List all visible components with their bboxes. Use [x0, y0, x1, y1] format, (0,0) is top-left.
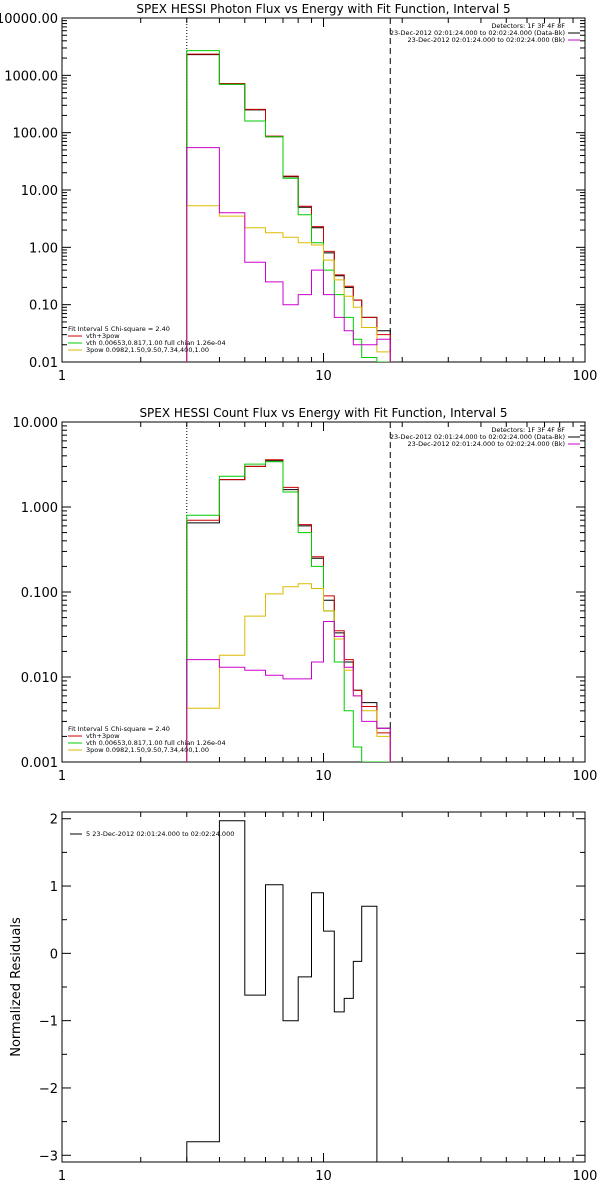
legend-text: 23-Dec-2012 02:01:24.000 to 02:02:24.000…: [408, 440, 566, 448]
y-tick-label: 0.10: [29, 299, 58, 314]
chart-title-1: SPEX HESSI Photon Flux vs Energy with Fi…: [136, 2, 510, 16]
series-1-2: [186, 53, 391, 362]
series-1-5: [186, 147, 391, 362]
series-line: [186, 460, 391, 762]
series-2-3: [186, 461, 391, 762]
series-2-5: [186, 621, 391, 762]
legend-text: 23-Dec-2012 02:01:24.000 to 02:02:24.000…: [390, 433, 565, 441]
x-tick-label: 10: [315, 769, 332, 784]
chart-title-2: SPEX HESSI Count Flux vs Energy with Fit…: [139, 406, 507, 420]
y-axis-label: Normalized Residuals: [9, 917, 24, 1057]
y-tick-label: 1000.00: [4, 69, 58, 84]
y-tick-label: 1.000: [21, 501, 58, 516]
series-line: [186, 621, 391, 762]
series-line: [186, 54, 391, 362]
series-line: [186, 461, 391, 762]
x-tick-label: 100: [573, 369, 598, 384]
legend-text: Fit Interval 5 Chi-square = 2.40: [68, 725, 170, 733]
legend-text: 23-Dec-2012 02:01:24.000 to 02:02:24.000…: [390, 29, 565, 37]
legend-text: 3pow 0.0982,1.50,9.50,7.34,400,1.00: [86, 746, 209, 754]
legend-text: Detectors: 1F 3F 4F 8F: [491, 22, 565, 30]
y-tick-label: −1: [39, 1015, 58, 1030]
x-tick-label: 100: [573, 769, 598, 784]
legend-text: vth 0.00653,0.817,1.00 full chian 1.26e-…: [86, 739, 226, 747]
x-tick-label: 1: [58, 369, 66, 384]
series-2-4: [186, 583, 391, 762]
series-3-1: [186, 820, 391, 1162]
legend-text: 5 23-Dec-2012 02:01:24.000 to 02:02:24.0…: [86, 830, 234, 838]
y-tick-label: 0: [50, 947, 58, 962]
legend-text: 23-Dec-2012 02:01:24.000 to 02:02:24.000…: [408, 36, 566, 44]
series-2-2: [186, 459, 391, 762]
plot-frame-3: [61, 811, 586, 1163]
series-2-1: [186, 460, 391, 762]
y-tick-label: −2: [39, 1082, 58, 1097]
y-tick-label: 0.010: [21, 671, 58, 686]
series-line: [186, 820, 391, 1162]
y-tick-label: 0.001: [21, 756, 58, 771]
y-tick-label: 0.01: [29, 356, 58, 371]
series-line: [186, 459, 391, 762]
series-line: [186, 147, 391, 362]
y-tick-label: 0.100: [21, 586, 58, 601]
y-tick-label: −3: [39, 1149, 58, 1164]
series-line: [186, 53, 391, 362]
y-tick-label: 10.000: [13, 416, 59, 431]
x-tick-label: 100: [573, 1169, 598, 1184]
y-tick-label: 1.00: [29, 241, 58, 256]
y-tick-label: 2: [50, 813, 58, 828]
legend-text: vth 0.00653,0.817,1.00 full chian 1.26e-…: [86, 339, 226, 347]
y-tick-label: 1: [50, 880, 58, 895]
plot-frame-1: [61, 17, 586, 363]
legend-text: 3pow 0.0982,1.50,9.50,7.34,400,1.00: [86, 346, 209, 354]
x-tick-label: 1: [58, 769, 66, 784]
legend-text: vth+3pow: [86, 732, 120, 740]
x-tick-label: 10: [315, 1169, 332, 1184]
y-tick-label: 100.00: [13, 127, 59, 142]
series-1-1: [186, 54, 391, 362]
legend-text: Fit Interval 5 Chi-square = 2.40: [68, 325, 170, 333]
legend-text: Detectors: 1F 3F 4F 8F: [491, 426, 565, 434]
y-tick-label: 10000.00: [0, 12, 58, 27]
legend-text: vth+3pow: [86, 332, 120, 340]
y-tick-label: 10.00: [21, 184, 58, 199]
series-line: [186, 583, 391, 762]
x-tick-label: 1: [58, 1169, 66, 1184]
x-tick-label: 10: [315, 369, 332, 384]
